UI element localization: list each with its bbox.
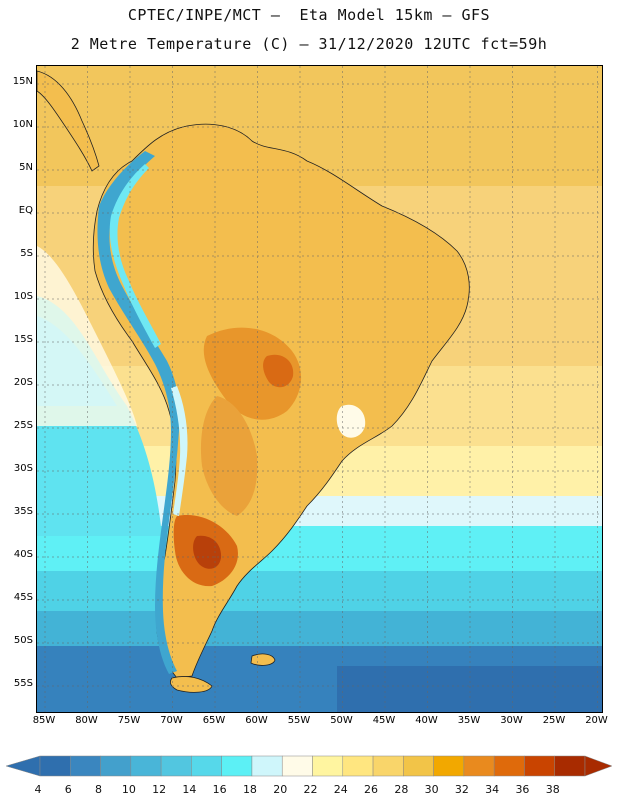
southeast-brazil-mild: [336, 404, 366, 438]
lat-label: 25S: [13, 420, 33, 431]
title-line-1: CPTEC/INPE/MCT – Eta Model 15km – GFS: [127, 6, 491, 24]
lat-label: 35S: [13, 506, 33, 517]
lat-label: 40S: [13, 549, 33, 560]
colorbar-label: 12: [152, 783, 167, 796]
colorbar-segment: [100, 755, 132, 777]
lon-label: 30W: [500, 715, 523, 726]
colorbar-label: 34: [485, 783, 500, 796]
colorbar-label: 8: [95, 783, 103, 796]
lon-label: 35W: [457, 715, 481, 726]
colorbar-segment: [191, 755, 222, 777]
colorbar-label: 16: [212, 783, 227, 796]
lat-label: 5S: [20, 248, 33, 259]
hot-interior-region: [203, 327, 302, 420]
lon-label: 60W: [245, 715, 268, 726]
colorbar-label: 4: [34, 783, 42, 796]
colorbar-segment: [70, 755, 101, 777]
hottest-patagonia-region: [193, 535, 222, 569]
colorbar-segment: [463, 755, 495, 777]
colorbar-label: 28: [394, 783, 409, 796]
colorbar-label: 36: [515, 783, 530, 796]
colorbar-segment: [403, 755, 434, 777]
coordinate-grid: [37, 66, 602, 712]
colorbar-segment: [372, 755, 404, 777]
andes-mild-fringe: [171, 386, 188, 516]
andes-cold-strip: [97, 151, 180, 674]
lon-label: 80W: [75, 715, 98, 726]
lat-label: 15S: [13, 334, 33, 345]
colorbar-label: 26: [364, 783, 379, 796]
falkland-islands: [250, 653, 276, 666]
lat-label: 50S: [13, 635, 33, 646]
temperature-colorbar: [5, 755, 613, 777]
colorbar-segment: [39, 755, 71, 777]
lon-label: 50W: [330, 715, 353, 726]
lat-label: 10S: [13, 291, 33, 302]
central-america: [37, 70, 100, 172]
colorbar-label: 6: [64, 783, 72, 796]
lat-label: 30S: [13, 463, 33, 474]
lat-label: 45S: [13, 592, 33, 603]
map-canvas: [37, 66, 602, 712]
temperature-map: [36, 65, 603, 713]
colorbar-label: 10: [121, 783, 136, 796]
lon-label: 75W: [117, 715, 141, 726]
colorbar-label: 22: [303, 783, 318, 796]
colorbar-segment: [312, 755, 344, 777]
colorbar-low-arrow: [5, 755, 41, 777]
colorbar-segment: [524, 755, 555, 777]
colorbar-label: 32: [454, 783, 469, 796]
colorbar-label: 30: [424, 783, 439, 796]
tierra-del-fuego: [170, 676, 213, 693]
ocean-colder-band-2: [37, 611, 602, 651]
lon-label: 45W: [372, 715, 396, 726]
colorbar-segment: [251, 755, 283, 777]
colorbar-segment: [433, 755, 465, 777]
lat-label: 5N: [19, 162, 33, 173]
lat-label: 55S: [13, 678, 33, 689]
lon-label: 40W: [415, 715, 438, 726]
colorbar-segment: [493, 755, 525, 777]
colorbar-label: 18: [242, 783, 257, 796]
lat-label: 10N: [12, 119, 33, 130]
colorbar-segment: [130, 755, 162, 777]
lat-label: 20S: [13, 377, 33, 388]
colorbar-segment: [221, 755, 253, 777]
lon-label: 65W: [202, 715, 226, 726]
colorbar-label: 14: [182, 783, 197, 796]
lat-label: EQ: [18, 205, 33, 216]
ocean-colder-band: [37, 571, 602, 616]
hottest-interior-region: [263, 354, 294, 388]
colorbar-segment: [160, 755, 192, 777]
colorbar-high-arrow: [584, 755, 613, 777]
colorbar-segment: [554, 755, 586, 777]
colorbar-label: 20: [273, 783, 288, 796]
lon-label: 85W: [32, 715, 56, 726]
ocean-deep-cold: [337, 666, 602, 712]
lon-label: 70W: [160, 715, 183, 726]
colorbar-segment: [342, 755, 374, 777]
lon-label: 55W: [287, 715, 311, 726]
colorbar-label: 38: [545, 783, 560, 796]
lon-label: 25W: [542, 715, 566, 726]
title-line-2: 2 Metre Temperature (C) – 31/12/2020 12U…: [70, 35, 548, 53]
pacific-cool-fringe: [37, 316, 117, 406]
lat-label: 15N: [12, 76, 33, 87]
lon-label: 20W: [585, 715, 608, 726]
colorbar-segment: [281, 755, 313, 777]
andes-cool-fringe: [109, 164, 161, 348]
colorbar-label: 24: [333, 783, 348, 796]
